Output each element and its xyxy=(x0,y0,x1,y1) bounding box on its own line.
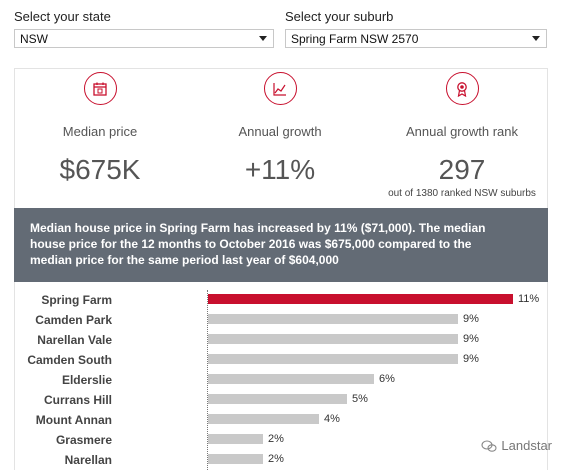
chart-value-label: 11% xyxy=(518,293,540,305)
growth-rank-stat: Annual growth rank 297 out of 1380 ranke… xyxy=(372,72,552,199)
summary-line-1: Median house price in Spring Farm has in… xyxy=(30,221,486,235)
chart-row: Spring Farm 11% xyxy=(14,290,548,310)
chart-axis xyxy=(207,290,208,470)
watermark-text: Landstar xyxy=(501,438,552,453)
chart-category-label: Elderslie xyxy=(61,373,112,387)
chart-value-label: 9% xyxy=(463,353,479,365)
chart-bar xyxy=(208,394,347,404)
chat-bubble-icon xyxy=(481,439,497,452)
chart-value-label: 2% xyxy=(268,433,284,445)
chart-category-label: Camden Park xyxy=(35,313,112,327)
chevron-down-icon xyxy=(532,36,540,41)
chart-category-label: Narellan Vale xyxy=(37,333,112,347)
chart-value-label: 6% xyxy=(379,373,395,385)
calendar-icon xyxy=(83,72,117,105)
chart-category-label: Spring Farm xyxy=(41,293,112,307)
chart-category-label: Camden South xyxy=(27,353,112,367)
summary-line-2: house price for the 12 months to October… xyxy=(30,237,472,251)
chart-bar xyxy=(208,294,513,304)
summary-line-3: median price for the same period last ye… xyxy=(30,253,339,267)
chart-value-label: 2% xyxy=(268,453,284,465)
chart-bar xyxy=(208,454,263,464)
chart-category-label: Currans Hill xyxy=(43,393,112,407)
line-chart-icon xyxy=(263,72,297,105)
median-price-label: Median price xyxy=(62,124,138,139)
chart-category-label: Mount Annan xyxy=(35,413,112,427)
chart-value-label: 5% xyxy=(352,393,368,405)
chart-category-label: Grasmere xyxy=(55,433,112,447)
watermark: Landstar xyxy=(481,438,552,453)
suburb-select[interactable]: Spring Farm NSW 2570 xyxy=(285,29,547,48)
growth-rank-label: Annual growth rank xyxy=(405,124,518,139)
chart-value-label: 9% xyxy=(463,333,479,345)
chart-bar xyxy=(208,374,374,384)
suburb-select-value: Spring Farm NSW 2570 xyxy=(291,32,419,46)
chart-row: Camden Park 9% xyxy=(14,310,548,330)
chart-category-label: Narellan xyxy=(64,453,112,467)
award-ribbon-icon xyxy=(445,72,479,105)
chart-bar xyxy=(208,354,458,364)
chart-row: Mount Annan 4% xyxy=(14,410,548,430)
state-select-value: NSW xyxy=(20,32,48,46)
chevron-down-icon xyxy=(259,36,267,41)
growth-rank-subtext: out of 1380 ranked NSW suburbs xyxy=(388,188,536,199)
summary-banner: Median house price in Spring Farm has in… xyxy=(14,208,548,282)
state-select[interactable]: NSW xyxy=(14,29,274,48)
chart-bar xyxy=(208,334,458,344)
chart-value-label: 4% xyxy=(324,413,340,425)
chart-bar xyxy=(208,314,458,324)
chart-bar xyxy=(208,434,263,444)
state-select-label: Select your state xyxy=(14,9,111,24)
median-price-stat: Median price $675K xyxy=(10,72,190,186)
median-price-value: $675K xyxy=(59,154,141,185)
chart-row: Grasmere 2% xyxy=(14,430,548,450)
annual-growth-value: +11% xyxy=(244,154,316,185)
chart-row: Currans Hill 5% xyxy=(14,390,548,410)
chart-row: Narellan Vale 9% xyxy=(14,330,548,350)
chart-row: Camden South 9% xyxy=(14,350,548,370)
chart-value-label: 9% xyxy=(463,313,479,325)
annual-growth-label: Annual growth xyxy=(238,124,322,139)
annual-growth-stat: Annual growth +11% xyxy=(190,72,370,186)
growth-rank-value: 297 xyxy=(438,154,486,185)
suburb-select-label: Select your suburb xyxy=(285,9,394,24)
chart-row: Elderslie 6% xyxy=(14,370,548,390)
chart-bar xyxy=(208,414,319,424)
chart-row: Narellan 2% xyxy=(14,450,548,470)
